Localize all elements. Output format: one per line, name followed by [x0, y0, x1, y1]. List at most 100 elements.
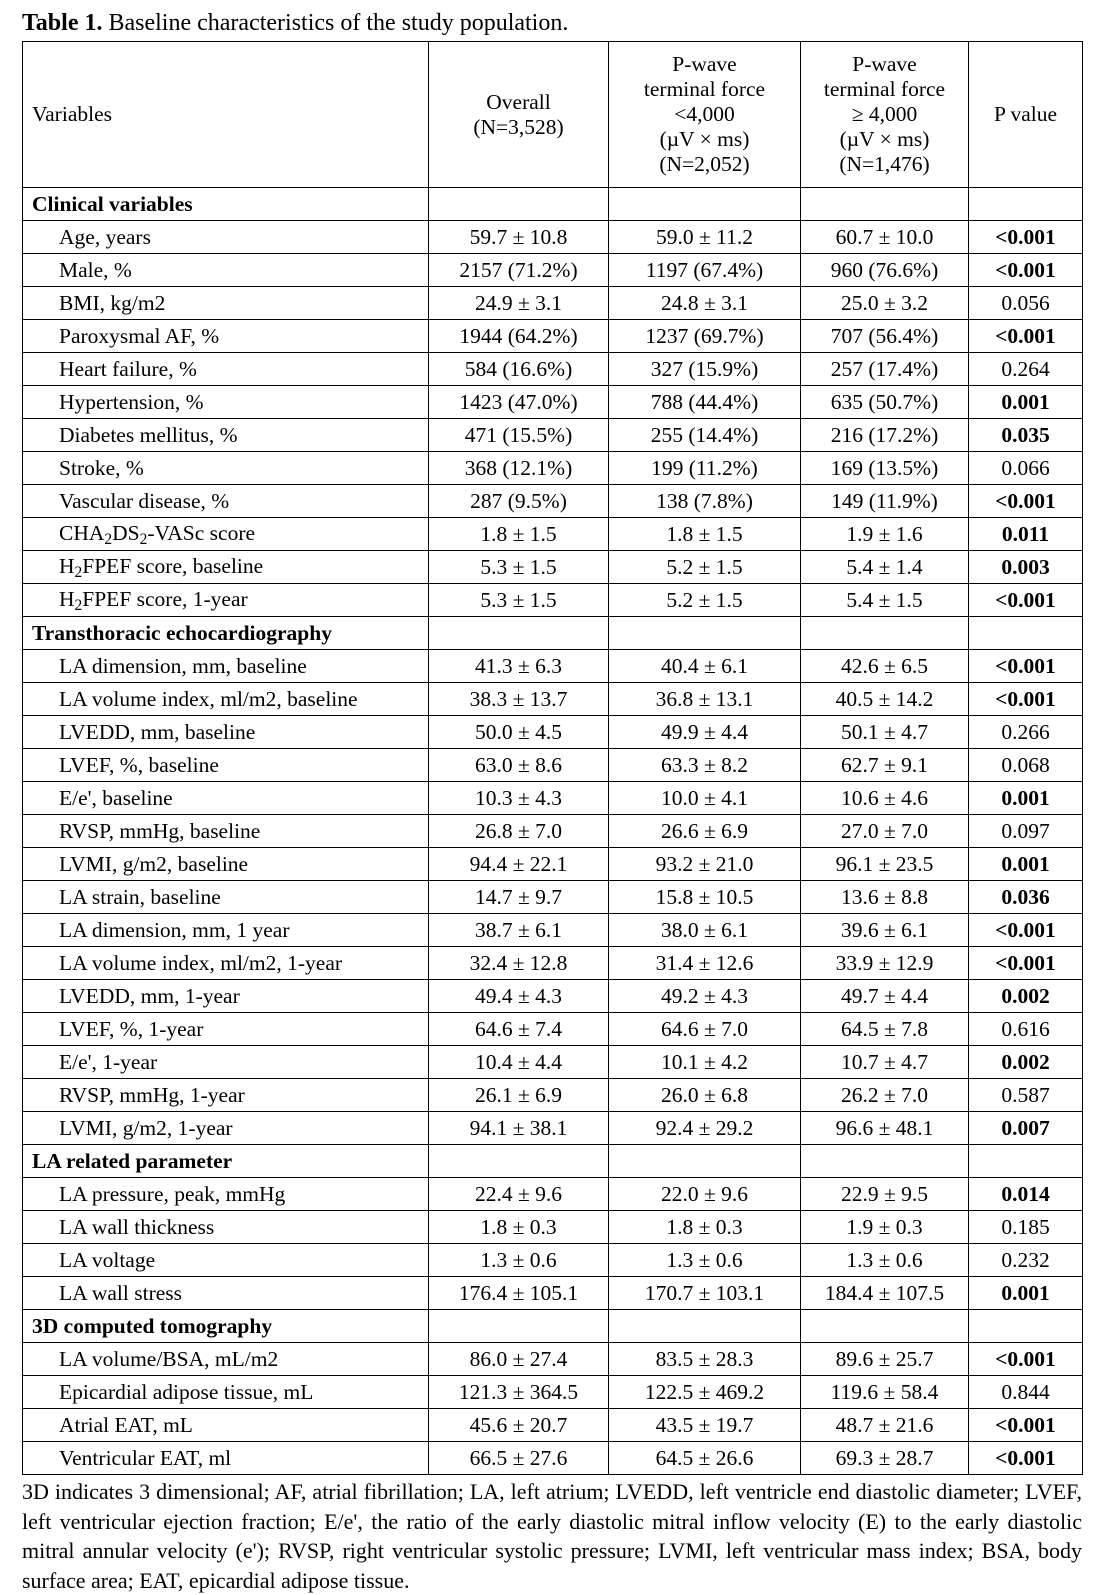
- cell-pwtf-high: 22.9 ± 9.5: [800, 1177, 969, 1211]
- variable-label: LVEDD, mm, baseline: [22, 715, 429, 749]
- table-caption-text: Baseline characteristics of the study po…: [102, 10, 569, 36]
- cell-p-value: 0.002: [968, 979, 1083, 1013]
- cell-pwtf-high: 169 (13.5%): [800, 451, 969, 485]
- cell-pwtf-high: 149 (11.9%): [800, 484, 969, 518]
- cell-p-value: 0.014: [968, 1177, 1083, 1211]
- cell-p-value: 0.266: [968, 715, 1083, 749]
- table-row: LA pressure, peak, mmHg 22.4 ± 9.6 22.0 ± …: [22, 1177, 1083, 1211]
- cell-p-value: 0.036: [968, 880, 1083, 914]
- cell-overall: 368 (12.1%): [428, 451, 609, 485]
- cell-p-value: 0.001: [968, 1276, 1083, 1310]
- cell-pwtf-high: 10.7 ± 4.7: [800, 1045, 969, 1079]
- cell-overall: 10.3 ± 4.3: [428, 781, 609, 815]
- cell-p-value: [968, 616, 1083, 650]
- variable-label: RVSP, mmHg, baseline: [22, 814, 429, 848]
- cell-pwtf-low: 24.8 ± 3.1: [608, 286, 801, 320]
- header-high-line-4: (µV × ms): [839, 127, 930, 151]
- cell-pwtf-low: 1197 (67.4%): [608, 253, 801, 287]
- cell-pwtf-low: 1237 (69.7%): [608, 319, 801, 353]
- variable-label: Vascular disease, %: [22, 484, 429, 518]
- table-header: Variables Overall (N=3,528) P-wave termi…: [22, 41, 1083, 188]
- table-row: LA dimension, mm, baseline 41.3 ± 6.3 40.4…: [22, 649, 1083, 683]
- document-page: Table 1. Baseline characteristics of the…: [22, 10, 1083, 1593]
- cell-overall: 2157 (71.2%): [428, 253, 609, 287]
- variable-label: LVEF, %, baseline: [22, 748, 429, 782]
- cell-pwtf-low: 1.8 ± 1.5: [608, 517, 801, 551]
- table-row: Atrial EAT, mL 45.6 ± 20.7 43.5 ± 19.7 48.7…: [22, 1408, 1083, 1442]
- variable-label: BMI, kg/m2: [22, 286, 429, 320]
- cell-overall: 86.0 ± 27.4: [428, 1342, 609, 1376]
- cell-pwtf-high: 635 (50.7%): [800, 385, 969, 419]
- cell-pwtf-low: 63.3 ± 8.2: [608, 748, 801, 782]
- table-row: LVEDD, mm, 1-year 49.4 ± 4.3 49.2 ± 4.3 49.…: [22, 979, 1083, 1013]
- cell-overall: 50.0 ± 4.5: [428, 715, 609, 749]
- cell-pwtf-low: 59.0 ± 11.2: [608, 220, 801, 254]
- cell-pwtf-high: 5.4 ± 1.5: [800, 583, 969, 617]
- cell-p-value: <0.001: [968, 253, 1083, 287]
- cell-pwtf-high: 1.9 ± 0.3: [800, 1210, 969, 1244]
- cell-pwtf-low: 10.0 ± 4.1: [608, 781, 801, 815]
- section-label: 3D computed tomography: [22, 1309, 429, 1343]
- header-overall-line-2: (N=3,528): [473, 114, 564, 139]
- cell-overall: 94.1 ± 38.1: [428, 1111, 609, 1145]
- cell-overall: 26.8 ± 7.0: [428, 814, 609, 848]
- cell-p-value: <0.001: [968, 913, 1083, 947]
- section-label: Clinical variables: [22, 187, 429, 221]
- cell-p-value: <0.001: [968, 946, 1083, 980]
- variable-label: Ventricular EAT, ml: [22, 1441, 429, 1475]
- section-label: Transthoracic echocardiography: [22, 616, 429, 650]
- table-row: RVSP, mmHg, 1-year 26.1 ± 6.9 26.0 ± 6.8 26…: [22, 1078, 1083, 1112]
- cell-overall: 5.3 ± 1.5: [428, 550, 609, 584]
- cell-p-value: [968, 1309, 1083, 1343]
- cell-p-value: <0.001: [968, 220, 1083, 254]
- cell-p-value: 0.587: [968, 1078, 1083, 1112]
- cell-overall: 471 (15.5%): [428, 418, 609, 452]
- cell-overall: 24.9 ± 3.1: [428, 286, 609, 320]
- cell-overall: 59.7 ± 10.8: [428, 220, 609, 254]
- table-row: Stroke, % 368 (12.1%) 199 (11.2%) 169 (13.5…: [22, 451, 1083, 485]
- cell-pwtf-low: 40.4 ± 6.1: [608, 649, 801, 683]
- cell-overall: 1944 (64.2%): [428, 319, 609, 353]
- cell-p-value: <0.001: [968, 682, 1083, 716]
- cell-p-value: <0.001: [968, 583, 1083, 617]
- cell-p-value: [968, 1144, 1083, 1178]
- cell-pwtf-low: 327 (15.9%): [608, 352, 801, 386]
- cell-pwtf-low: 788 (44.4%): [608, 385, 801, 419]
- cell-overall: 584 (16.6%): [428, 352, 609, 386]
- table-row: H2FPEF score, 1-year 5.3 ± 1.5 5.2 ± 1.5 5.…: [22, 583, 1083, 617]
- variable-label: RVSP, mmHg, 1-year: [22, 1078, 429, 1112]
- variable-label: LVMI, g/m2, 1-year: [22, 1111, 429, 1145]
- table-section-row: LA related parameter: [22, 1144, 1083, 1178]
- variable-label: Age, years: [22, 220, 429, 254]
- cell-pwtf-low: 5.2 ± 1.5: [608, 550, 801, 584]
- cell-p-value: [968, 187, 1083, 221]
- cell-overall: 38.7 ± 6.1: [428, 913, 609, 947]
- header-low-line-2: terminal force: [643, 77, 766, 101]
- baseline-characteristics-table: Variables Overall (N=3,528) P-wave termi…: [22, 41, 1083, 1475]
- cell-pwtf-low: 36.8 ± 13.1: [608, 682, 801, 716]
- section-label: LA related parameter: [22, 1144, 429, 1178]
- variable-label: Epicardial adipose tissue, mL: [22, 1375, 429, 1409]
- table-section-row: Clinical variables: [22, 187, 1083, 221]
- cell-pwtf-high: 960 (76.6%): [800, 253, 969, 287]
- variable-label: Hypertension, %: [22, 385, 429, 419]
- cell-p-value: <0.001: [968, 649, 1083, 683]
- cell-p-value: <0.001: [968, 319, 1083, 353]
- cell-pwtf-low: [608, 616, 801, 650]
- variable-label: Heart failure, %: [22, 352, 429, 386]
- cell-pwtf-low: 10.1 ± 4.2: [608, 1045, 801, 1079]
- variable-label: Stroke, %: [22, 451, 429, 485]
- cell-pwtf-low: 92.4 ± 29.2: [608, 1111, 801, 1145]
- column-header-pwtf-low: P-wave terminal force <4,000 (µV × ms) (…: [608, 41, 801, 188]
- cell-pwtf-high: 64.5 ± 7.8: [800, 1012, 969, 1046]
- cell-pwtf-high: [800, 1309, 969, 1343]
- table-section-row: Transthoracic echocardiography: [22, 616, 1083, 650]
- table-footnote: 3D indicates 3 dimensional; AF, atrial f…: [22, 1477, 1082, 1595]
- column-header-pwtf-high: P-wave terminal force ≥ 4,000 (µV × ms) …: [800, 41, 969, 188]
- table-row: Hypertension, % 1423 (47.0%) 788 (44.4%) 63…: [22, 385, 1083, 419]
- cell-pwtf-low: 15.8 ± 10.5: [608, 880, 801, 914]
- table-row: LA volume/BSA, mL/m2 86.0 ± 27.4 83.5 ± 28…: [22, 1342, 1083, 1376]
- cell-pwtf-low: 255 (14.4%): [608, 418, 801, 452]
- cell-pwtf-low: 5.2 ± 1.5: [608, 583, 801, 617]
- variable-label: LA volume index, ml/m2, baseline: [22, 682, 429, 716]
